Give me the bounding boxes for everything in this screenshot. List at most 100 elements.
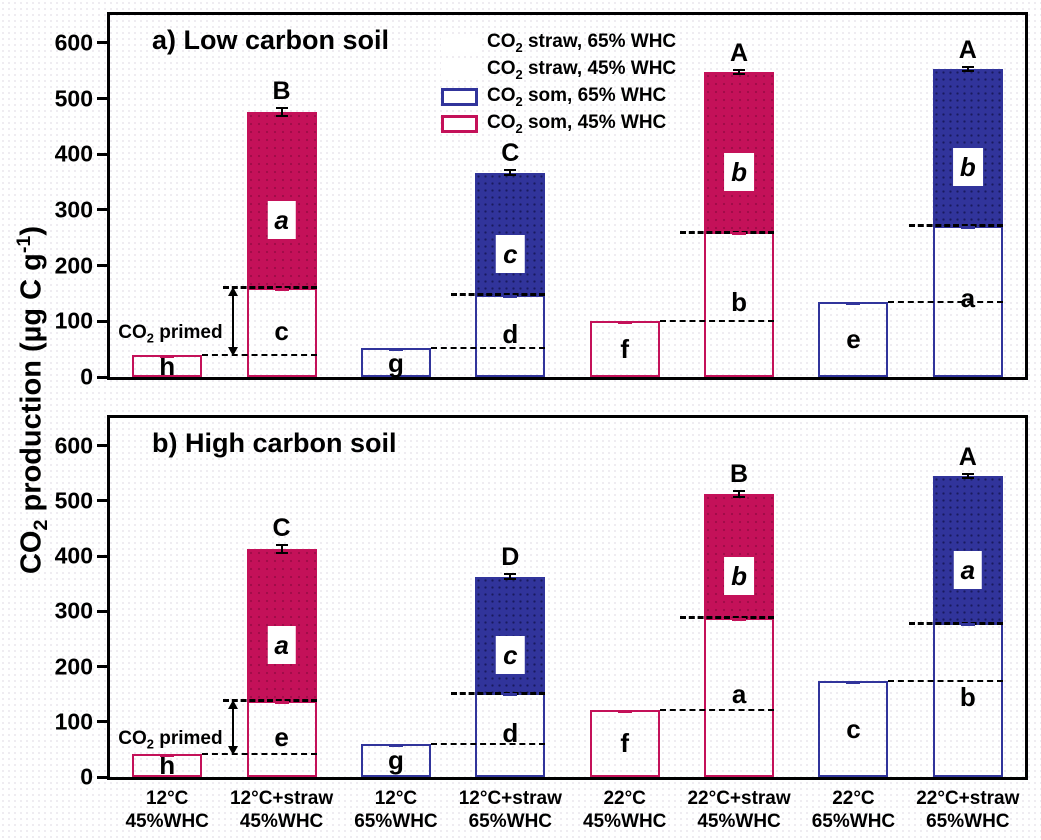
som-section-label: b bbox=[959, 682, 976, 713]
y-tick-label: 300 bbox=[54, 196, 93, 223]
y-tick-label: 300 bbox=[54, 597, 93, 624]
y-tick-label: 400 bbox=[54, 542, 93, 569]
som-top-dashed-line bbox=[222, 286, 317, 290]
significance-letter: D bbox=[501, 542, 520, 571]
control-bar-label: c bbox=[846, 714, 861, 745]
control-level-dashed-line bbox=[430, 742, 546, 745]
outline-65-swatch-icon bbox=[441, 87, 478, 106]
error-bar bbox=[733, 68, 746, 75]
significance-letter: A bbox=[958, 442, 977, 471]
legend-label: CO2 straw, 45% WHC bbox=[487, 57, 677, 82]
y-tick bbox=[97, 444, 107, 448]
y-tick-label: 500 bbox=[54, 85, 93, 112]
y-tick bbox=[97, 720, 107, 724]
som-section-label: e bbox=[274, 722, 289, 753]
som-error-tick bbox=[960, 623, 975, 627]
legend-item: CO2 som, 45% WHC bbox=[441, 110, 676, 137]
straw-section-label: a bbox=[267, 625, 296, 664]
y-title-sup: -1 bbox=[12, 235, 35, 254]
y-tick bbox=[97, 609, 107, 613]
control-level-dashed-line bbox=[888, 300, 1003, 303]
x-category-label: 12°C+straw 45%WHC bbox=[229, 788, 334, 832]
y-tick-label: 200 bbox=[54, 653, 93, 680]
y-tick bbox=[97, 554, 107, 558]
control-bar-label: f bbox=[620, 334, 630, 365]
bar-straw-a-4 bbox=[475, 172, 546, 295]
legend-item: CO2 straw, 65% WHC bbox=[441, 29, 676, 56]
y-tick-label: 400 bbox=[54, 140, 93, 167]
y-tick bbox=[97, 41, 107, 45]
y-title-post: ) bbox=[15, 225, 48, 236]
filled-65-swatch-icon bbox=[441, 33, 478, 52]
x-category-label: 22°C+straw 45%WHC bbox=[687, 788, 791, 832]
legend-label: CO2 som, 45% WHC bbox=[487, 111, 667, 136]
error-bar bbox=[275, 543, 288, 554]
x-category-label: 12°C 65%WHC bbox=[354, 788, 438, 832]
x-category-label: 12°C 45%WHC bbox=[125, 788, 209, 832]
y-tick bbox=[97, 208, 107, 212]
bar-straw-b-8 bbox=[932, 476, 1003, 624]
y-tick bbox=[97, 499, 107, 503]
legend-label: CO2 som, 65% WHC bbox=[487, 84, 667, 109]
panel-b-title: b) High carbon soil bbox=[152, 428, 397, 458]
y-tick bbox=[97, 264, 107, 268]
control-level-dashed-line bbox=[202, 353, 317, 356]
control-level-dashed-line bbox=[202, 752, 317, 755]
control-bar-label: e bbox=[846, 324, 861, 355]
y-tick bbox=[97, 375, 107, 379]
panel-a-title: a) Low carbon soil bbox=[152, 25, 390, 55]
som-top-dashed-line bbox=[222, 699, 317, 703]
significance-letter: B bbox=[272, 77, 291, 106]
som-section-label: a bbox=[960, 283, 976, 314]
som-top-dashed-line bbox=[680, 616, 775, 620]
som-error-tick bbox=[732, 232, 747, 236]
x-category-label: 12°C+straw 65%WHC bbox=[458, 788, 562, 832]
straw-section-label: c bbox=[496, 635, 525, 674]
legend-item: CO2 som, 65% WHC bbox=[441, 83, 676, 110]
som-top-dashed-line bbox=[908, 621, 1003, 625]
primed-annotation: CO2 primed bbox=[118, 727, 223, 752]
y-tick-label: 0 bbox=[80, 763, 93, 790]
error-bar bbox=[504, 169, 517, 176]
control-error-tick bbox=[617, 709, 632, 713]
som-error-tick bbox=[274, 700, 289, 704]
straw-section-label: b bbox=[952, 148, 983, 187]
som-section-label: b bbox=[731, 286, 748, 317]
panel-low-carbon-soil: a) Low carbon soil CO2 straw, 65% WHC CO2… bbox=[107, 12, 1028, 380]
control-level-dashed-line bbox=[659, 708, 775, 711]
bar-straw-b-2 bbox=[246, 548, 317, 701]
straw-section-label: a bbox=[953, 550, 983, 589]
control-error-tick bbox=[617, 321, 632, 325]
som-top-dashed-line bbox=[451, 691, 546, 695]
primed-arrow bbox=[227, 286, 238, 356]
x-category-label: 22°C 65%WHC bbox=[811, 788, 896, 832]
som-section-label: a bbox=[731, 679, 747, 710]
som-top-dashed-line bbox=[680, 230, 775, 234]
straw-section-label: a bbox=[267, 201, 296, 240]
legend: CO2 straw, 65% WHC CO2 straw, 45% WHC CO2 … bbox=[441, 29, 676, 137]
control-error-tick bbox=[160, 753, 175, 757]
y-tick bbox=[97, 152, 107, 156]
significance-letter: B bbox=[730, 460, 749, 489]
significance-letter: C bbox=[272, 513, 291, 542]
primed-arrow bbox=[227, 699, 238, 755]
som-error-tick bbox=[503, 294, 518, 298]
control-error-tick bbox=[388, 348, 403, 352]
som-section-label: d bbox=[502, 319, 519, 350]
bar-straw-b-4 bbox=[475, 576, 546, 694]
control-level-dashed-line bbox=[659, 320, 775, 323]
y-tick bbox=[97, 97, 107, 101]
filled-45-swatch-icon bbox=[441, 60, 478, 79]
error-bar bbox=[961, 65, 974, 73]
straw-section-label: c bbox=[496, 234, 525, 273]
y-tick-label: 0 bbox=[80, 363, 93, 390]
significance-letter: A bbox=[730, 38, 749, 67]
control-level-dashed-line bbox=[430, 347, 546, 350]
error-bar bbox=[275, 107, 288, 118]
significance-letter: C bbox=[501, 139, 520, 168]
control-error-tick bbox=[388, 743, 403, 747]
bar-straw-a-6 bbox=[704, 71, 775, 233]
som-top-dashed-line bbox=[451, 293, 546, 297]
error-bar bbox=[733, 490, 746, 499]
